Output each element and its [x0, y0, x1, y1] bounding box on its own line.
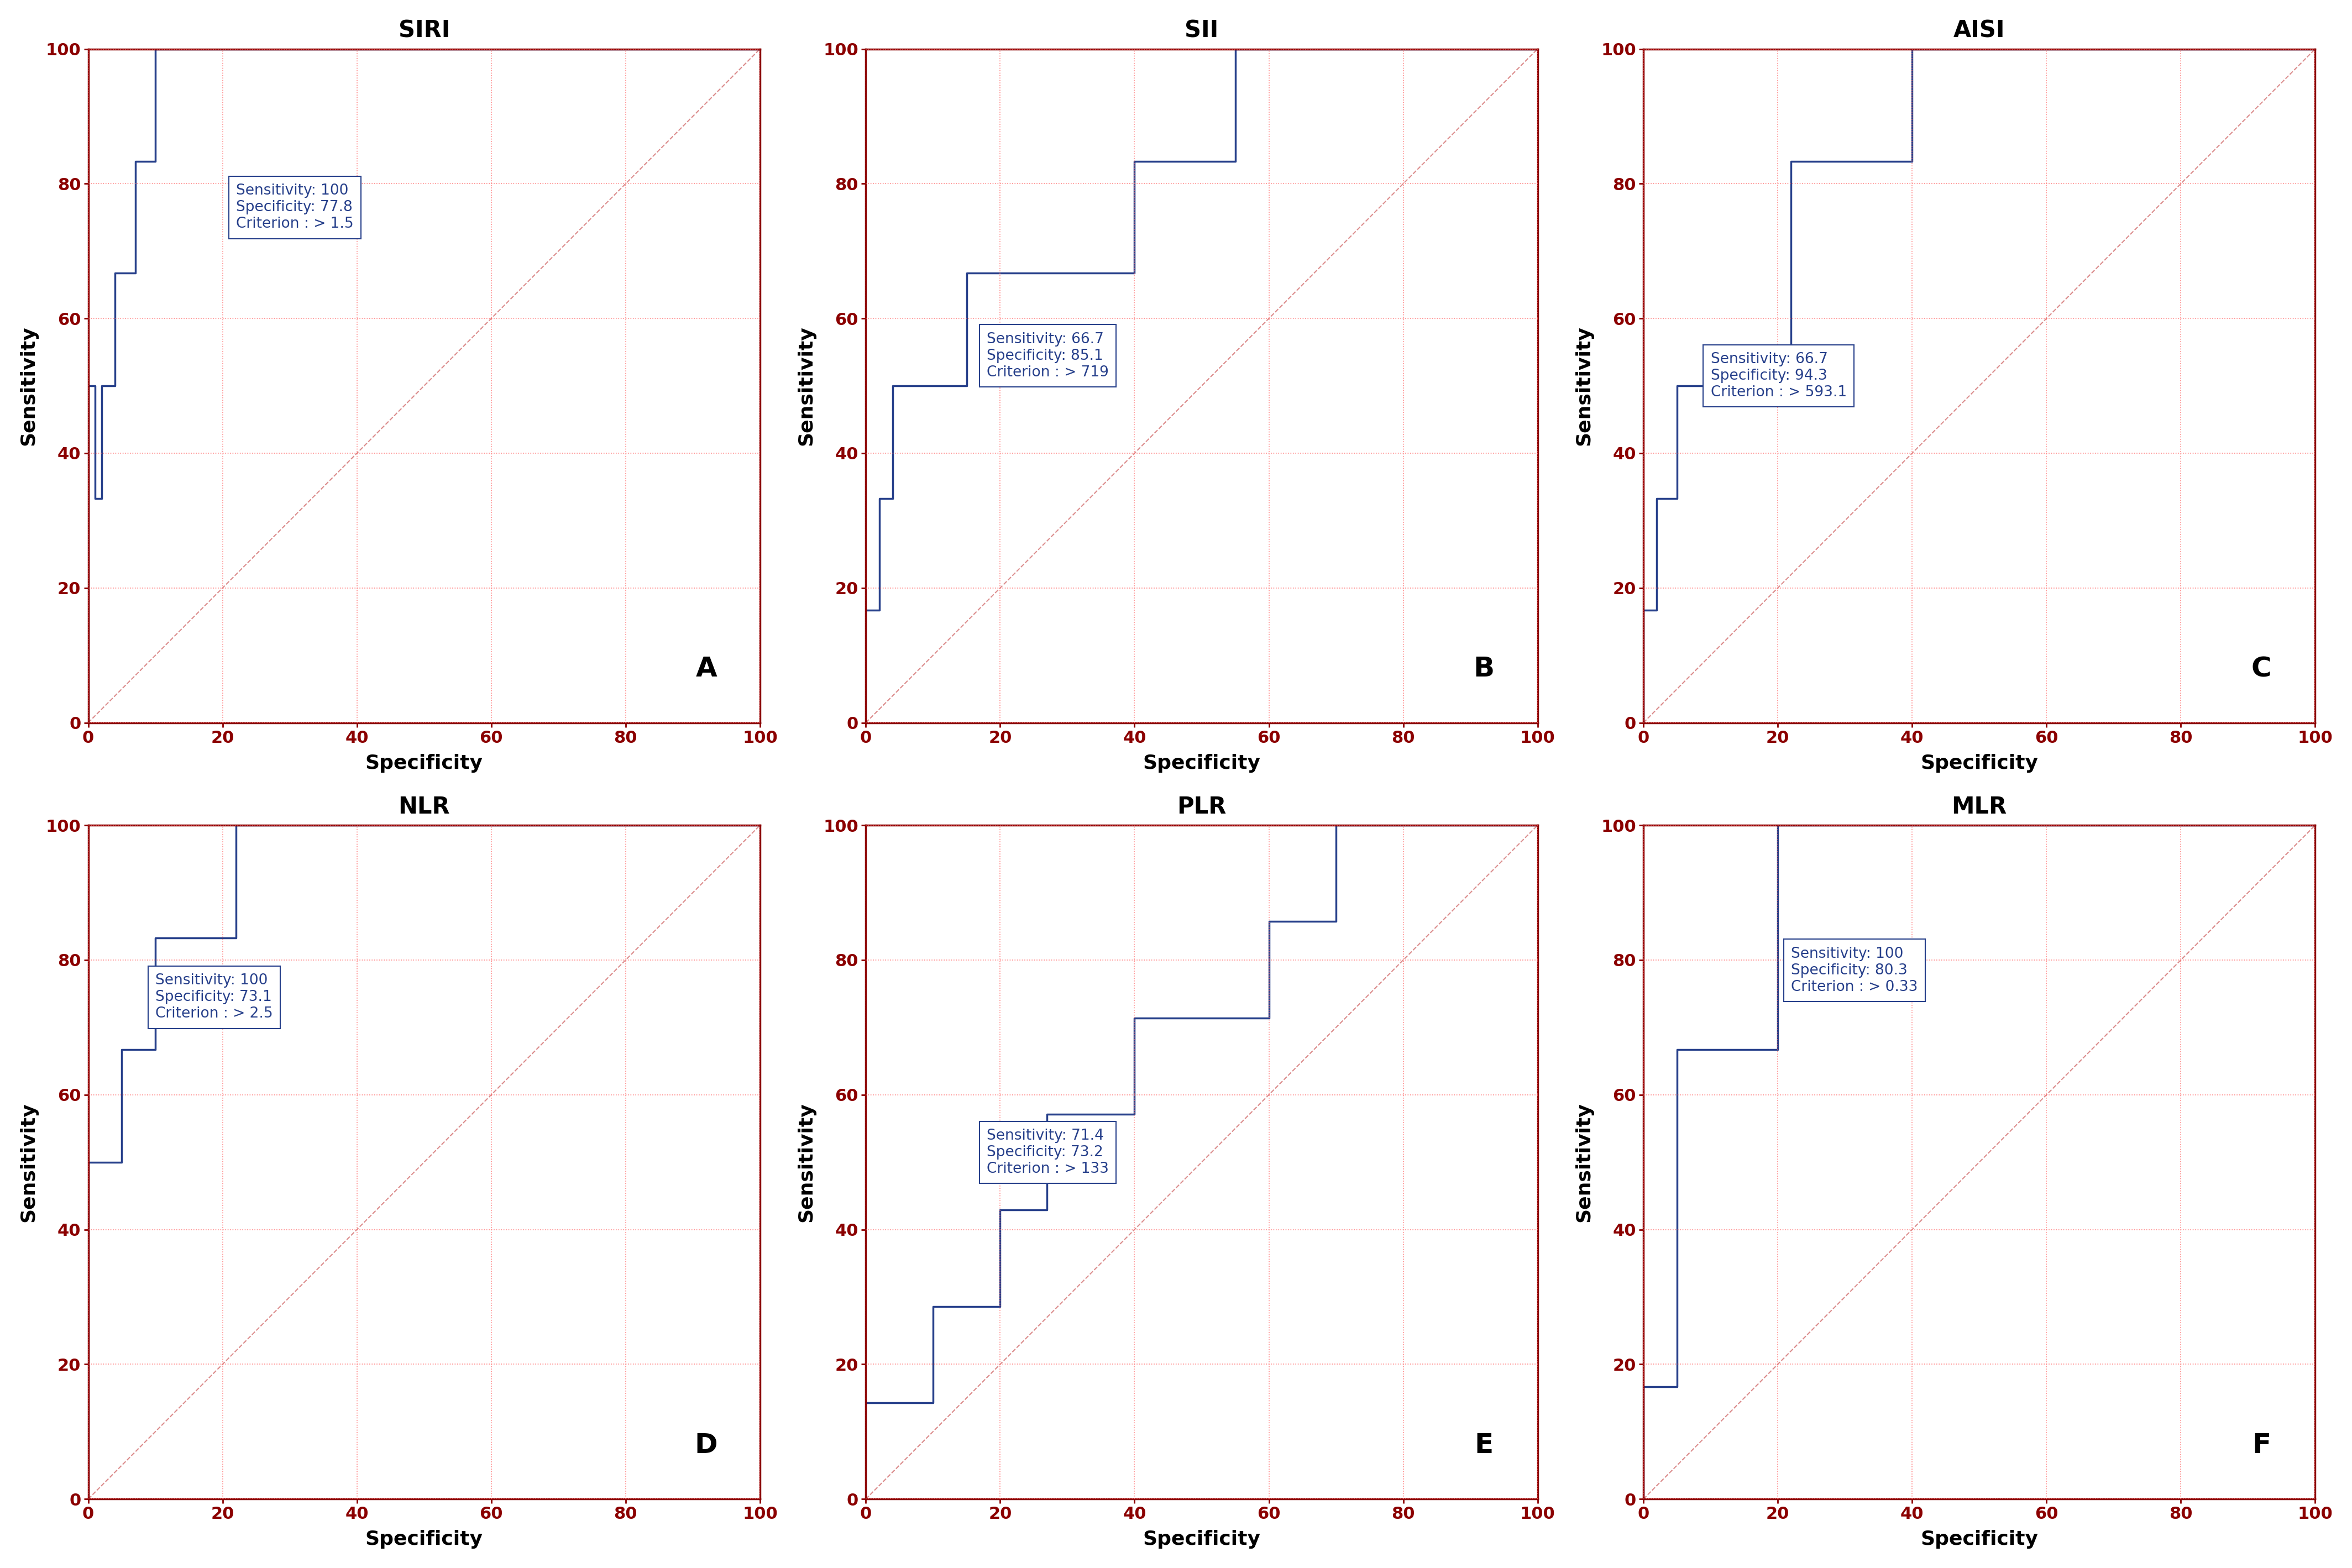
- Title: PLR: PLR: [1176, 795, 1225, 818]
- Text: E: E: [1475, 1432, 1494, 1458]
- Title: SIRI: SIRI: [397, 19, 449, 42]
- Title: MLR: MLR: [1952, 795, 2006, 818]
- X-axis label: Specificity: Specificity: [1143, 1530, 1261, 1549]
- Text: Sensitivity: 71.4
Specificity: 73.2
Criterion : > 133: Sensitivity: 71.4 Specificity: 73.2 Crit…: [988, 1129, 1108, 1176]
- Text: Sensitivity: 100
Specificity: 80.3
Criterion : > 0.33: Sensitivity: 100 Specificity: 80.3 Crite…: [1792, 947, 1917, 994]
- Text: C: C: [2251, 655, 2272, 682]
- Y-axis label: Sensitivity: Sensitivity: [1573, 326, 1592, 445]
- Text: Sensitivity: 66.7
Specificity: 94.3
Criterion : > 593.1: Sensitivity: 66.7 Specificity: 94.3 Crit…: [1710, 353, 1846, 400]
- Title: AISI: AISI: [1955, 19, 2006, 42]
- Text: F: F: [2251, 1432, 2272, 1458]
- Y-axis label: Sensitivity: Sensitivity: [797, 326, 816, 445]
- Y-axis label: Sensitivity: Sensitivity: [1573, 1102, 1592, 1221]
- Y-axis label: Sensitivity: Sensitivity: [19, 1102, 38, 1221]
- Text: Sensitivity: 100
Specificity: 73.1
Criterion : > 2.5: Sensitivity: 100 Specificity: 73.1 Crite…: [155, 974, 273, 1021]
- X-axis label: Specificity: Specificity: [365, 754, 482, 773]
- Y-axis label: Sensitivity: Sensitivity: [797, 1102, 816, 1221]
- X-axis label: Specificity: Specificity: [1922, 1530, 2039, 1549]
- Title: SII: SII: [1185, 19, 1218, 42]
- X-axis label: Specificity: Specificity: [365, 1530, 482, 1549]
- Text: D: D: [694, 1432, 717, 1458]
- Text: Sensitivity: 66.7
Specificity: 85.1
Criterion : > 719: Sensitivity: 66.7 Specificity: 85.1 Crit…: [988, 332, 1108, 379]
- X-axis label: Specificity: Specificity: [1922, 754, 2039, 773]
- Text: B: B: [1472, 655, 1494, 682]
- X-axis label: Specificity: Specificity: [1143, 754, 1261, 773]
- Text: A: A: [696, 655, 717, 682]
- Title: NLR: NLR: [397, 795, 449, 818]
- Y-axis label: Sensitivity: Sensitivity: [19, 326, 38, 445]
- Text: Sensitivity: 100
Specificity: 77.8
Criterion : > 1.5: Sensitivity: 100 Specificity: 77.8 Crite…: [235, 183, 353, 230]
